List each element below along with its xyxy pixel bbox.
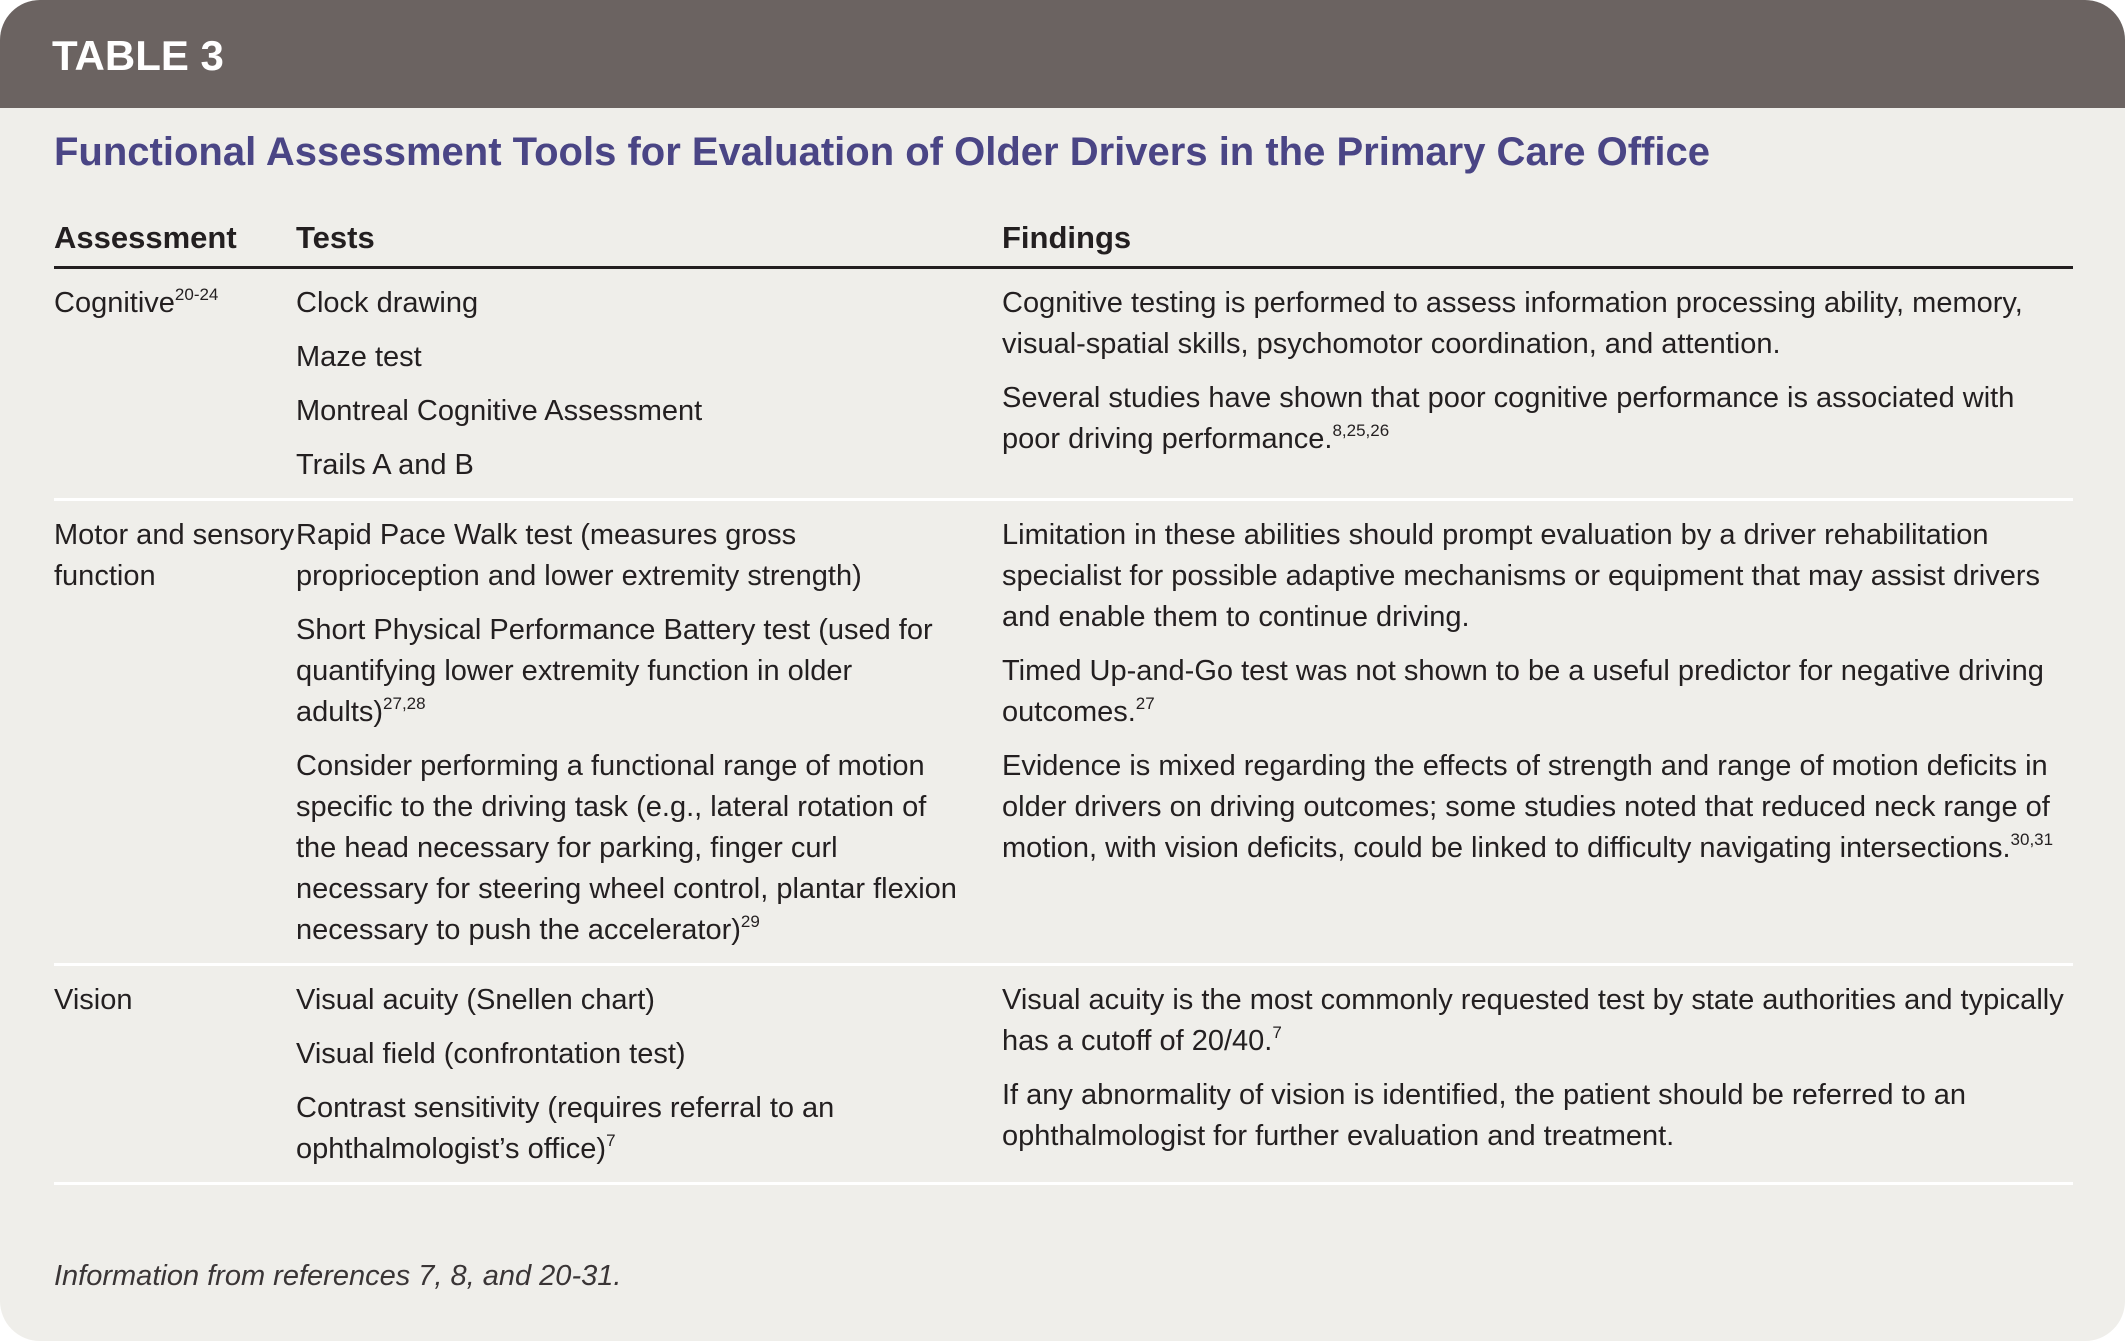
table-row: Motor and sensory function Rapid Pace Wal…	[54, 498, 2073, 965]
cell-text: Vision	[54, 980, 296, 1021]
text: Visual acuity is the most commonly reque…	[1002, 984, 2064, 1057]
table-row: Vision Visual acuity (Snellen chart) Visua…	[54, 963, 2073, 1185]
cell-text: Cognitive20-24	[54, 283, 296, 324]
cell-text: Trails A and B	[296, 445, 962, 486]
text: Contrast sensitivity (requires referral …	[296, 1092, 835, 1165]
reference: 20-24	[174, 285, 219, 304]
text: If any abnormality of vision is identifi…	[1002, 1079, 1967, 1152]
cell-text: Limitation in these abilities should pro…	[1002, 515, 2073, 638]
cell-text: Visual acuity is the most commonly reque…	[1002, 980, 2073, 1062]
tests-cell: Rapid Pace Walk test (measures gross pro…	[296, 498, 1002, 965]
text: Several studies have shown that poor cog…	[1002, 382, 2015, 455]
reference: 7	[1272, 1023, 1282, 1042]
tests-cell: Clock drawing Maze test Montreal Cognitive…	[296, 268, 1002, 500]
cell-text: Timed Up-and-Go test was not shown to be…	[1002, 651, 2073, 733]
cell-text: Contrast sensitivity (requires referral …	[296, 1088, 962, 1170]
findings-cell: Cognitive testing is performed to assess…	[1002, 268, 2073, 500]
text: Short Physical Performance Battery test …	[296, 614, 933, 728]
text: Cognitive testing is performed to assess…	[1002, 287, 2023, 360]
reference: 8,25,26	[1332, 421, 1390, 440]
footnote: Information from references 7, 8, and 20…	[54, 1260, 622, 1292]
text: Maze test	[296, 341, 422, 373]
findings-cell: Visual acuity is the most commonly reque…	[1002, 963, 2073, 1185]
text: Rapid Pace Walk test (measures gross pro…	[296, 519, 862, 592]
text: Montreal Cognitive Assessment	[296, 395, 703, 427]
cell-text: Cognitive testing is performed to assess…	[1002, 283, 2073, 365]
table-label: TABLE 3	[0, 0, 2125, 108]
reference: 30,31	[2010, 830, 2054, 849]
column-header: Findings	[1002, 205, 2073, 269]
cell-text: Several studies have shown that poor cog…	[1002, 378, 2073, 460]
text: Visual field (confrontation test)	[296, 1038, 686, 1070]
text: Vision	[54, 984, 133, 1016]
cell-text: If any abnormality of vision is identifi…	[1002, 1075, 2073, 1157]
assessment-cell: Cognitive20-24	[54, 268, 296, 500]
cell-text: Montreal Cognitive Assessment	[296, 391, 962, 432]
header-row: Assessment Tests Findings	[54, 205, 2073, 269]
cell-text: Visual field (confrontation test)	[296, 1034, 962, 1075]
assessment-cell: Vision	[54, 963, 296, 1185]
cell-text: Evidence is mixed regarding the effects …	[1002, 746, 2073, 869]
cell-text: Short Physical Performance Battery test …	[296, 610, 962, 733]
text: Clock drawing	[296, 287, 479, 319]
column-header: Assessment	[54, 205, 296, 269]
reference: 7	[606, 1131, 616, 1150]
reference: 27,28	[383, 694, 426, 713]
text: Timed Up-and-Go test was not shown to be…	[1002, 655, 2044, 728]
column-header: Tests	[296, 205, 1002, 269]
table-row: Cognitive20-24 Clock drawing Maze test Mont…	[54, 268, 2073, 500]
cell-text: Visual acuity (Snellen chart)	[296, 980, 962, 1021]
table-body: Cognitive20-24 Clock drawing Maze test Mont…	[54, 268, 2073, 1185]
table: Assessment Tests Findings Cognitive20-24 Cl…	[54, 205, 2073, 1185]
text: Consider performing a functional range o…	[296, 750, 957, 946]
text: Evidence is mixed regarding the effects …	[1002, 750, 2050, 864]
text: Trails A and B	[296, 449, 474, 481]
text: Visual acuity (Snellen chart)	[296, 984, 655, 1016]
tests-cell: Visual acuity (Snellen chart) Visual fiel…	[296, 963, 1002, 1185]
cell-text: Maze test	[296, 337, 962, 378]
text: Limitation in these abilities should pro…	[1002, 519, 2041, 633]
cell-text: Consider performing a functional range o…	[296, 746, 962, 951]
reference: 29	[740, 912, 760, 931]
cell-text: Clock drawing	[296, 283, 962, 324]
reference: 27	[1135, 694, 1155, 713]
table-title: Functional Assessment Tools for Evaluati…	[54, 130, 1710, 174]
assessment-cell: Motor and sensory function	[54, 498, 296, 965]
findings-cell: Limitation in these abilities should pro…	[1002, 498, 2073, 965]
cell-text: Rapid Pace Walk test (measures gross pro…	[296, 515, 962, 597]
cell-text: Motor and sensory function	[54, 515, 296, 597]
text: Motor and sensory function	[54, 519, 295, 592]
text: Cognitive	[54, 287, 175, 319]
